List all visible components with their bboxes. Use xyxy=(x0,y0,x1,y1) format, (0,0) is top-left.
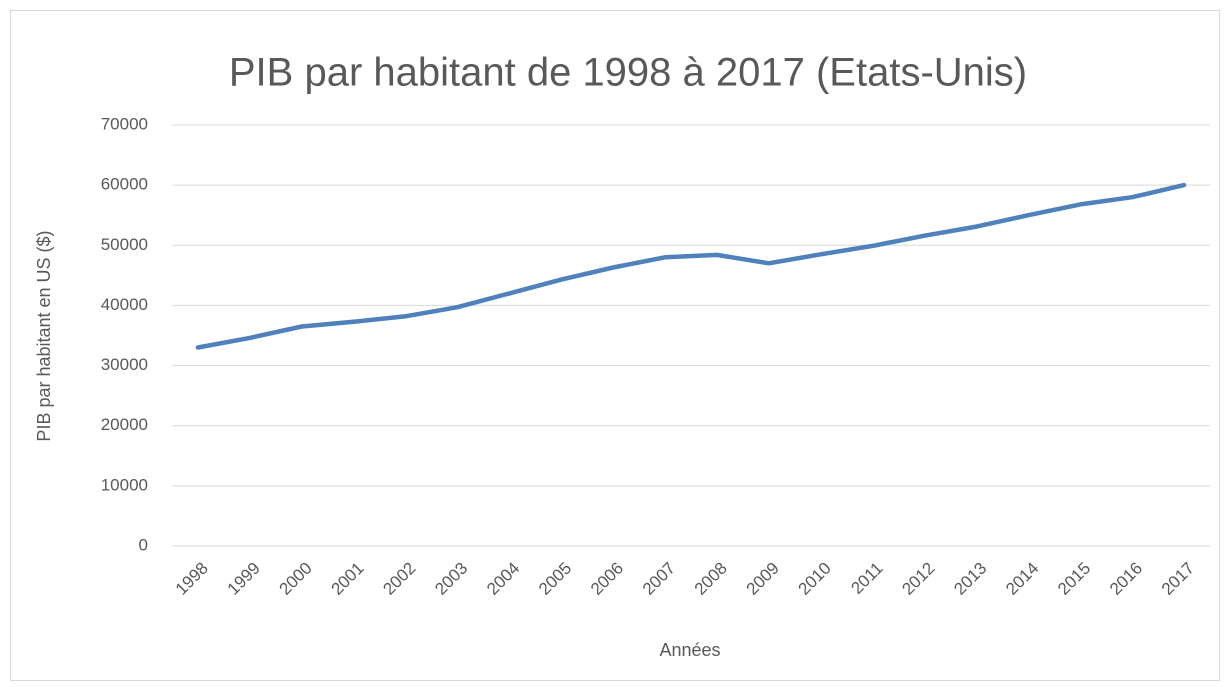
y-tick-label: 40000 xyxy=(101,295,148,314)
y-tick-label: 0 xyxy=(139,535,148,554)
y-tick-label: 70000 xyxy=(101,114,148,133)
y-tick-label: 60000 xyxy=(101,175,148,194)
x-axis-title: Années xyxy=(659,640,720,660)
chart-title: PIB par habitant de 1998 à 2017 (Etats-U… xyxy=(229,51,1027,95)
y-axis-title: PIB par habitant en US ($) xyxy=(34,230,54,441)
y-tick-label: 10000 xyxy=(101,475,148,494)
data-line xyxy=(195,182,1187,350)
y-tick-label: 20000 xyxy=(101,415,148,434)
y-tick-label: 30000 xyxy=(101,355,148,374)
y-tick-label: 50000 xyxy=(101,235,148,254)
